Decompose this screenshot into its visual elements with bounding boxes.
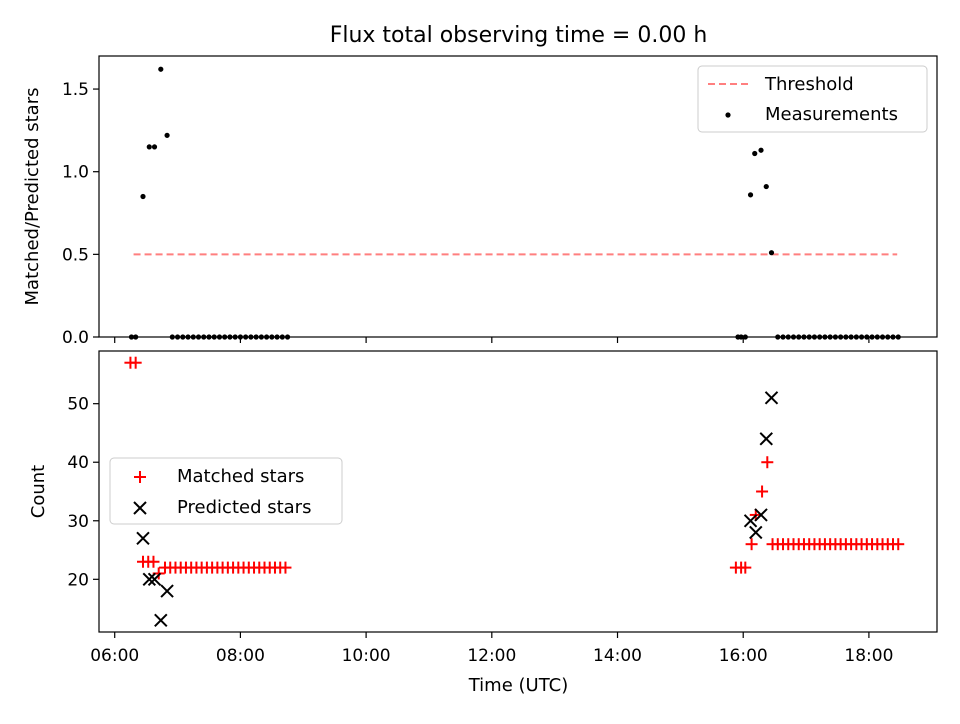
x-tick-label: 08:00 (216, 646, 265, 666)
bottom-y-tick-label: 20 (67, 570, 89, 590)
legend-matched-label: Matched stars (177, 466, 304, 487)
measurement-point (140, 193, 146, 200)
predicted-star-point (764, 391, 779, 405)
predicted-star-point (749, 525, 763, 540)
bottom-legend: Matched stars Predicted stars (109, 457, 343, 525)
bottom-panel: 20 30 40 50 06:00 08:00 10:00 12:00 14:00 16:00 1… (28, 350, 938, 696)
bottom-y-tick-label: 30 (67, 512, 89, 532)
bottom-legend-box (109, 457, 343, 525)
measurement-point (768, 250, 775, 256)
predicted-star-point (743, 514, 758, 528)
x-tick-label: 10:00 (342, 646, 391, 666)
top-legend-box (697, 65, 928, 133)
legend-measurements-swatch (725, 112, 731, 118)
measurement-point (763, 183, 769, 190)
top-plot-frame (98, 55, 938, 338)
predicted-star-point (759, 432, 773, 446)
legend-threshold-label: Threshold (764, 74, 854, 95)
x-tick-label: 18:00 (844, 646, 893, 666)
measurement-point (747, 192, 754, 198)
predicted-star-point (754, 508, 768, 522)
matched-star-point (756, 485, 769, 498)
predicted-star-point (136, 531, 150, 546)
predicted-star-point (147, 572, 162, 587)
bottom-y-tick-label: 40 (67, 453, 89, 473)
top-y-tick-label: 1.0 (62, 163, 89, 183)
matched-star-point (129, 356, 142, 369)
measurement-point (151, 144, 158, 150)
bottom-y-tick-label: 50 (67, 395, 89, 415)
matched-star-point (745, 538, 758, 551)
legend-predicted-swatch (133, 501, 147, 515)
predicted-star-point (154, 613, 168, 627)
x-tick-label: 16:00 (719, 646, 768, 666)
matched-star-point (892, 538, 905, 551)
bottom-y-axis-label: Count (28, 465, 49, 518)
x-axis-label: Time (UTC) (468, 675, 569, 696)
legend-matched-swatch (134, 471, 146, 483)
top-y-tick-label: 0.5 (62, 245, 89, 265)
legend-predicted-label: Predicted stars (177, 497, 311, 518)
bottom-plot-frame (98, 350, 938, 633)
matched-star-point (147, 555, 160, 568)
legend-measurements-label: Measurements (765, 104, 898, 125)
top-y-axis-label: Matched/Predicted stars (22, 88, 43, 306)
matched-star-point (761, 456, 774, 469)
measurement-point (752, 150, 758, 157)
top-panel: 0.0 0.5 1.0 1.5 Matched/Predicted stars Thr… (22, 55, 938, 348)
predicted-star-point (142, 572, 156, 587)
matched-star-point (739, 561, 752, 574)
x-tick-label: 14:00 (593, 646, 642, 666)
predicted-star-point (160, 584, 174, 598)
chart-title: Flux total observing time = 0.00 h (330, 23, 708, 48)
measurement-point (164, 132, 170, 138)
measurement-point (158, 66, 164, 72)
x-tick-label: 12:00 (467, 646, 516, 666)
top-legend: Threshold Measurements (697, 65, 928, 133)
top-y-tick-label: 1.5 (62, 80, 89, 100)
top-y-tick-label: 0.0 (62, 328, 89, 348)
matched-star-point (279, 561, 292, 574)
measurement-point (758, 147, 764, 153)
measurement-point (146, 144, 152, 150)
x-tick-label: 06:00 (90, 646, 139, 666)
